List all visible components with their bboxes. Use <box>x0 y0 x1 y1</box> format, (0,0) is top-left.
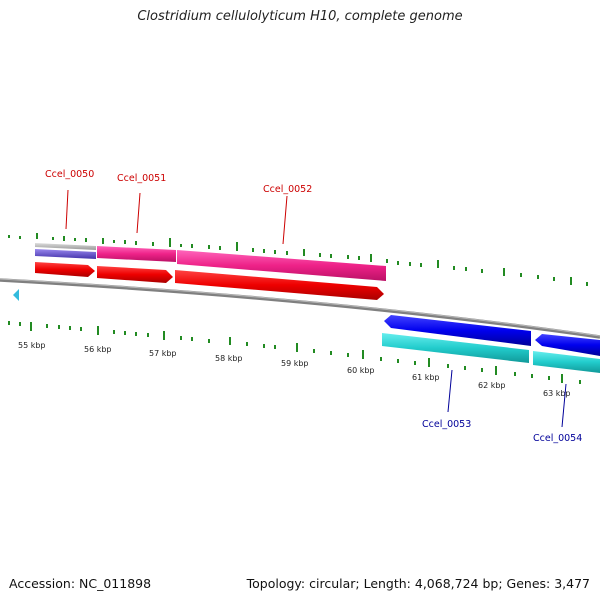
cds-arrow-ccel-0054 <box>535 334 600 356</box>
tick-label: 61 kbp <box>412 373 440 382</box>
forward-cds-track[interactable] <box>35 262 384 300</box>
feature-bar-ccel-0051 <box>97 246 176 262</box>
gene-label-ccel-0052: Ccel_0052 <box>263 184 312 195</box>
gene-label-ccel-0054: Ccel_0054 <box>533 433 582 444</box>
tick-label: 58 kbp <box>215 354 243 363</box>
position-marker-icon[interactable] <box>13 289 19 301</box>
scale-ticks: 55 kbp 56 kbp 57 kbp 58 kbp 59 kbp 60 kb… <box>18 341 571 398</box>
tick-label: 60 kbp <box>347 366 375 375</box>
tick-label: 63 kbp <box>543 389 571 398</box>
feature-bar-ccel-0054 <box>533 351 600 373</box>
upper-feature-track <box>35 243 386 281</box>
gene-label-ccel-0051: Ccel_0051 <box>117 173 166 184</box>
cds-arrow-ccel-0052 <box>175 270 384 300</box>
feature-bar-ccel-0052 <box>177 250 386 281</box>
gene-label-ccel-0050: Ccel_0050 <box>45 169 94 180</box>
reverse-cds-track[interactable] <box>384 315 600 356</box>
tick-label: 55 kbp <box>18 341 46 350</box>
genome-stats-text: Topology: circular; Length: 4,068,724 bp… <box>246 576 590 591</box>
accession-text: Accession: NC_011898 <box>9 576 152 591</box>
domain-feature-bar <box>35 249 96 259</box>
gene-labels[interactable]: Ccel_0050 Ccel_0051 Ccel_0052 Ccel_0053 … <box>45 169 582 444</box>
tick-label: 56 kbp <box>84 345 112 354</box>
gc-content-track-upper <box>8 233 588 286</box>
cds-arrow-ccel-0050 <box>35 262 95 277</box>
gc-content-track-lower <box>8 321 581 384</box>
misc-feature-bar <box>35 243 96 250</box>
lower-feature-track <box>382 333 600 373</box>
feature-bar-ccel-0053 <box>382 333 529 363</box>
cds-arrow-ccel-0051 <box>97 266 173 283</box>
map-title: Clostridium cellulolyticum H10, complete… <box>137 9 463 24</box>
tick-label: 62 kbp <box>478 381 506 390</box>
gene-label-leaders <box>65 189 567 428</box>
tick-label: 57 kbp <box>149 349 177 358</box>
cds-arrow-ccel-0053 <box>384 315 531 346</box>
gene-label-ccel-0053: Ccel_0053 <box>422 419 471 430</box>
genome-backbone <box>0 278 600 339</box>
tick-label: 59 kbp <box>281 359 309 368</box>
